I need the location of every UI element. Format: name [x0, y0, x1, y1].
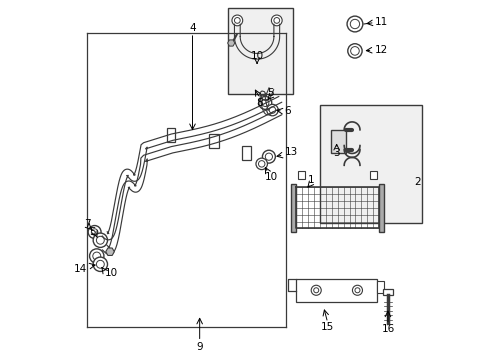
Circle shape	[347, 44, 362, 58]
Circle shape	[91, 229, 98, 235]
Text: 13: 13	[284, 147, 297, 157]
Text: 7: 7	[84, 219, 91, 229]
Text: 8: 8	[256, 98, 263, 108]
FancyBboxPatch shape	[208, 134, 219, 148]
Text: 4: 4	[189, 23, 195, 33]
Text: 10: 10	[264, 172, 277, 182]
Circle shape	[258, 96, 271, 109]
Circle shape	[310, 285, 321, 295]
FancyBboxPatch shape	[290, 184, 296, 232]
FancyBboxPatch shape	[298, 171, 305, 179]
Circle shape	[93, 257, 107, 271]
FancyBboxPatch shape	[369, 171, 376, 179]
Circle shape	[93, 233, 107, 247]
Text: 16: 16	[381, 324, 394, 334]
Polygon shape	[227, 40, 234, 46]
FancyBboxPatch shape	[378, 184, 384, 232]
Circle shape	[352, 285, 362, 295]
Text: 11: 11	[373, 17, 387, 27]
Circle shape	[231, 15, 242, 26]
Circle shape	[350, 46, 359, 55]
Circle shape	[258, 161, 264, 167]
Text: 14: 14	[74, 264, 87, 274]
FancyBboxPatch shape	[228, 8, 292, 94]
Circle shape	[261, 99, 268, 107]
Circle shape	[89, 249, 104, 263]
Text: 15: 15	[321, 322, 334, 332]
Circle shape	[96, 236, 104, 244]
Text: 5: 5	[266, 88, 273, 98]
Polygon shape	[105, 248, 114, 256]
FancyBboxPatch shape	[330, 130, 345, 153]
Circle shape	[273, 18, 279, 23]
Circle shape	[266, 104, 278, 116]
Circle shape	[346, 16, 362, 32]
Circle shape	[313, 288, 318, 293]
Circle shape	[93, 252, 101, 260]
Circle shape	[234, 18, 240, 23]
Text: 12: 12	[373, 45, 387, 55]
Circle shape	[265, 153, 272, 160]
Text: 3: 3	[333, 148, 339, 158]
Text: 1: 1	[307, 175, 313, 185]
Text: 10: 10	[104, 268, 118, 278]
Circle shape	[96, 260, 104, 268]
Text: 9: 9	[196, 342, 203, 352]
Text: 2: 2	[413, 177, 420, 187]
FancyBboxPatch shape	[383, 289, 392, 295]
FancyBboxPatch shape	[166, 129, 175, 142]
FancyBboxPatch shape	[296, 279, 376, 302]
Text: 6: 6	[284, 106, 290, 116]
Text: 10: 10	[250, 51, 263, 61]
Circle shape	[269, 107, 275, 113]
FancyBboxPatch shape	[319, 105, 421, 223]
FancyBboxPatch shape	[241, 146, 250, 160]
Circle shape	[255, 158, 267, 170]
Circle shape	[349, 19, 359, 29]
Circle shape	[271, 15, 282, 26]
Circle shape	[88, 226, 101, 238]
Circle shape	[262, 150, 275, 163]
Circle shape	[354, 288, 359, 293]
Text: 5: 5	[89, 227, 96, 237]
FancyBboxPatch shape	[376, 281, 383, 293]
